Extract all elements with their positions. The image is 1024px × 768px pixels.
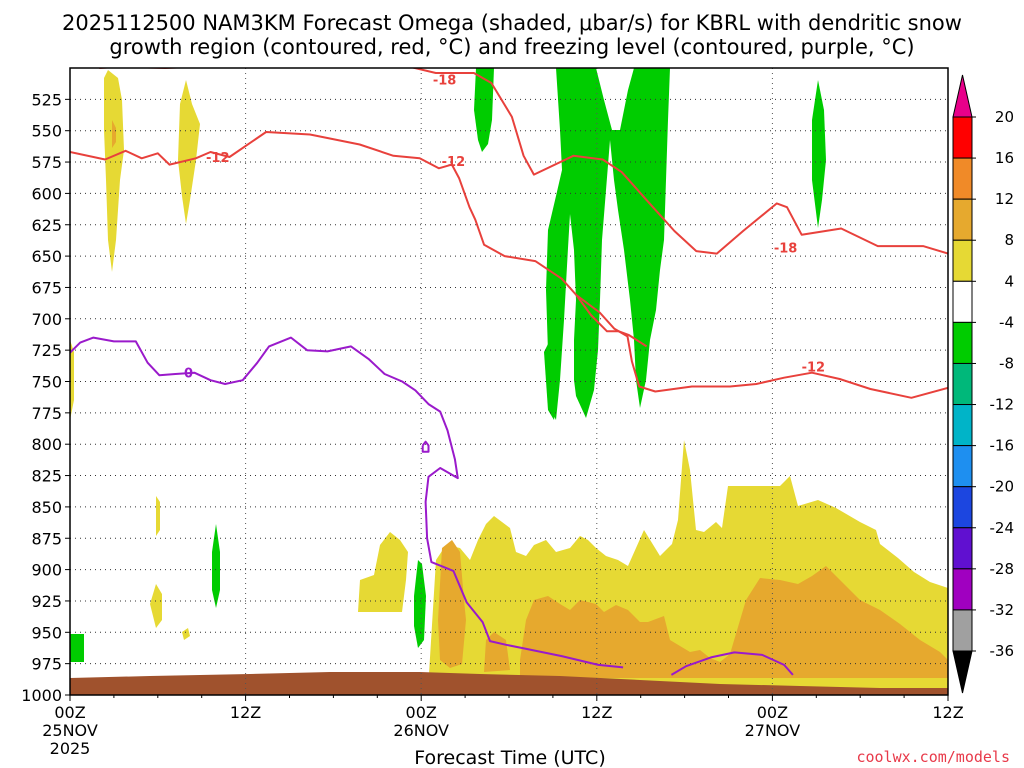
y-tick-label: 600	[31, 184, 62, 203]
chart-title-line1: 2025112500 NAM3KM Forecast Omega (shaded…	[62, 11, 962, 35]
freezing-level-contour-line	[670, 651, 794, 676]
y-tick-label: 800	[31, 435, 62, 454]
colorbar-tick-label: -36	[990, 642, 1015, 660]
contour-label: -12	[442, 155, 466, 170]
contour-labels: -18 -12 -12 -18 -12 0	[184, 73, 825, 381]
x-tick-label: 12Z	[932, 703, 963, 722]
colorbar-swatch	[952, 116, 973, 159]
colorbar-swatch	[952, 239, 973, 282]
colorbar-tick-label: -28	[990, 560, 1015, 578]
y-axis: 525 550 575 600 625 650 675 700 725 750 775 800 825 8…	[21, 90, 70, 705]
x-axis-label: Forecast Time (UTC)	[414, 747, 605, 768]
x-tick-year: 2025	[50, 739, 91, 758]
dgz-contour-line	[575, 294, 948, 399]
contour-label: -18	[433, 73, 457, 88]
y-tick-label: 575	[31, 153, 62, 172]
colorbar-tick-label: -24	[990, 519, 1015, 537]
contour-label: 0	[184, 367, 193, 382]
colorbar-swatch	[952, 157, 973, 200]
colorbar-tick-label: 8	[1004, 231, 1014, 249]
colorbar-swatch	[952, 486, 973, 529]
y-tick-label: 625	[31, 216, 62, 235]
colorbar-tick-label: 4	[1004, 272, 1014, 290]
contour-lines	[70, 68, 948, 676]
freezing-level-contour-line	[421, 440, 430, 453]
colorbar-swatch	[952, 609, 973, 652]
y-tick-label: 750	[31, 373, 62, 392]
x-tick-label: 00Z	[54, 703, 85, 722]
x-tick-label: 00Z	[757, 703, 788, 722]
y-tick-label: 950	[31, 623, 62, 642]
y-tick-label: 925	[31, 592, 62, 611]
colorbar-swatch	[952, 362, 973, 406]
colorbar-top-arrow	[952, 74, 973, 118]
colorbar: 20 16 12 8 4 -4 -8 -12 -16 -20 -24 -28 -32 -36	[952, 74, 1015, 694]
y-tick-label: 650	[31, 247, 62, 266]
colorbar-tick-label: -16	[990, 437, 1015, 455]
plot-area	[70, 68, 948, 695]
y-tick-label: 725	[31, 341, 62, 360]
freezing-level-contour-line	[70, 336, 624, 669]
ground-terrain	[70, 672, 948, 695]
colorbar-swatch	[952, 321, 973, 364]
x-tick-date: 25NOV	[42, 721, 98, 740]
colorbar-tick-label: 20	[995, 108, 1014, 126]
x-tick-label: 00Z	[406, 703, 437, 722]
colorbar-tick-label: -4	[999, 313, 1014, 331]
dgz-contour-line	[70, 131, 648, 348]
credit-text: coolwx.com/models	[856, 748, 1010, 766]
y-tick-label: 700	[31, 310, 62, 329]
x-tick-label: 12Z	[581, 703, 612, 722]
colorbar-swatch	[952, 527, 973, 570]
y-tick-label: 1000	[21, 686, 62, 705]
y-tick-label: 525	[31, 90, 62, 109]
x-tick-date: 27NOV	[745, 721, 801, 740]
colorbar-swatch	[952, 445, 973, 488]
colorbar-tick-label: -32	[990, 601, 1015, 619]
colorbar-bottom-arrow	[952, 650, 973, 694]
chart-title-line2: growth region (contoured, red, °C) and f…	[109, 35, 914, 59]
y-tick-label: 550	[31, 122, 62, 141]
y-tick-label: 875	[31, 529, 62, 548]
contour-label: -12	[802, 360, 826, 375]
colorbar-tick-label: -12	[990, 396, 1015, 414]
colorbar-tick-label: 12	[995, 190, 1014, 208]
colorbar-swatch	[952, 404, 973, 447]
contour-label: -18	[774, 241, 798, 256]
omega-positive-shading	[70, 70, 948, 690]
x-tick-label: 12Z	[230, 703, 261, 722]
y-tick-label: 975	[31, 655, 62, 674]
colorbar-tick-label: -8	[999, 354, 1014, 372]
colorbar-swatch	[952, 568, 973, 611]
colorbar-swatch	[952, 198, 973, 241]
y-tick-label: 850	[31, 498, 62, 517]
x-tick-date: 26NOV	[393, 721, 449, 740]
dgz-contour-line	[99, 68, 948, 255]
y-tick-label: 675	[31, 278, 62, 297]
contour-label: -12	[206, 151, 230, 166]
y-tick-label: 900	[31, 561, 62, 580]
y-tick-label: 825	[31, 467, 62, 486]
y-tick-label: 775	[31, 404, 62, 423]
colorbar-tick-label: 16	[995, 149, 1014, 167]
colorbar-tick-label: -20	[990, 478, 1015, 496]
colorbar-swatch	[952, 280, 973, 323]
